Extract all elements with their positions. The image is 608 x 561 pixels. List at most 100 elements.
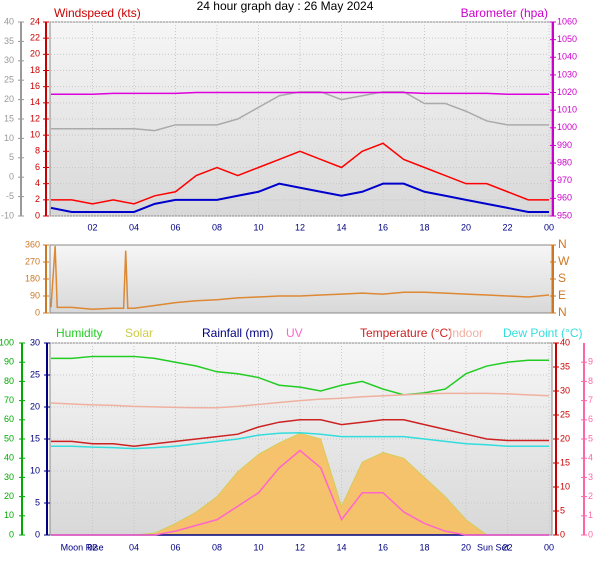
- y-tick-label: 35: [560, 361, 570, 371]
- y-tick-label: 950: [557, 210, 572, 220]
- y-tick-label: 24: [30, 16, 40, 26]
- y-tick-label: W: [558, 254, 570, 268]
- y-tick-label: 16: [30, 81, 40, 91]
- x-tick-label: 14: [336, 542, 346, 552]
- y-tick-label: 10: [4, 510, 14, 520]
- x-tick-label: 12: [295, 542, 305, 552]
- y-tick-label: 970: [557, 175, 572, 185]
- legend-label: Indoor: [449, 326, 483, 340]
- y-tick-label: 960: [557, 193, 572, 203]
- series-line: [51, 449, 549, 536]
- x-tick-label: 20: [461, 542, 471, 552]
- y-tick-label: 18: [30, 65, 40, 75]
- y-tick-label: 270: [25, 256, 40, 266]
- series-line: [51, 419, 549, 447]
- series-line: [50, 392, 550, 409]
- y-tick-label: 0: [588, 529, 593, 539]
- y-tick-label: 360: [25, 239, 40, 249]
- y-tick-label: 1060: [557, 16, 577, 26]
- y-tick-label: -10: [1, 210, 14, 220]
- y-tick-label: 1020: [557, 87, 577, 97]
- y-tick-label: 90: [30, 290, 40, 300]
- y-tick-label: 4: [35, 178, 40, 188]
- y-tick-label: 5: [588, 433, 593, 443]
- y-tick-label: 100: [0, 337, 14, 347]
- y-tick-label: -5: [6, 191, 14, 201]
- x-tick-label: 18: [419, 222, 429, 232]
- y-tick-label: 1: [588, 510, 593, 520]
- y-tick-label: 3: [588, 472, 593, 482]
- y-tick-label: 25: [30, 369, 40, 379]
- legend-label: Humidity: [56, 326, 103, 340]
- y-tick-label: 0: [9, 529, 14, 539]
- y-tick-label: 1000: [557, 122, 577, 132]
- y-tick-label: 0: [35, 307, 40, 317]
- series-line: [51, 355, 549, 396]
- y-tick-label: 0: [35, 210, 40, 220]
- y-tick-label: 180: [25, 273, 40, 283]
- y-tick-label: 20: [30, 49, 40, 59]
- y-tick-label: 10: [30, 465, 40, 475]
- y-tick-label: 20: [4, 94, 14, 104]
- y-tick-label: 30: [560, 385, 570, 395]
- y-tick-label: 70: [4, 395, 14, 405]
- y-tick-label: 30: [30, 337, 40, 347]
- legend-label: Rainfall (mm): [202, 326, 273, 340]
- y-tick-label: 40: [4, 453, 14, 463]
- x-tick-label: 10: [253, 542, 263, 552]
- annotation: Moon Rise: [61, 542, 104, 552]
- y-tick-label: 5: [560, 505, 565, 515]
- series-line: [51, 432, 549, 450]
- series-line: [50, 182, 549, 213]
- y-tick-label: 15: [30, 433, 40, 443]
- x-tick-label: 22: [502, 542, 512, 552]
- x-tick-label: 10: [253, 222, 263, 232]
- legend-label: Temperature (°C): [360, 326, 452, 340]
- y-tick-label: 1040: [557, 52, 577, 62]
- x-tick-label: 20: [461, 222, 471, 232]
- y-tick-label: 4: [588, 453, 593, 463]
- y-tick-label: 6: [35, 162, 40, 172]
- y-tick-label: 60: [4, 414, 14, 424]
- y-tick-label: 9: [588, 357, 593, 367]
- y-tick-label: 90: [4, 357, 14, 367]
- legend-label: Dew Point (°C): [503, 326, 582, 340]
- y-tick-label: 10: [4, 133, 14, 143]
- y-tick-label: 80: [4, 376, 14, 386]
- y-tick-label: 12: [30, 113, 40, 123]
- x-tick-label: 00: [544, 542, 554, 552]
- y-tick-label: 30: [4, 55, 14, 65]
- y-tick-label: 0: [560, 529, 565, 539]
- series-line: [51, 142, 549, 205]
- x-tick-label: 22: [502, 222, 512, 232]
- y-tick-label: 980: [557, 157, 572, 167]
- axis-label: Barometer (hpa): [461, 6, 548, 20]
- x-tick-label: 18: [419, 542, 429, 552]
- y-tick-label: 40: [560, 337, 570, 347]
- y-tick-label: 50: [4, 433, 14, 443]
- legend-label: UV: [286, 326, 303, 340]
- title: 24 hour graph day : 26 May 2024: [197, 0, 374, 13]
- y-tick-label: 8: [588, 376, 593, 386]
- y-tick-label: 30: [4, 472, 14, 482]
- y-tick-label: N: [558, 305, 567, 319]
- x-tick-label: 06: [170, 222, 180, 232]
- y-tick-label: 2: [35, 194, 40, 204]
- x-tick-label: 12: [295, 222, 305, 232]
- y-tick-label: 2: [588, 491, 593, 501]
- y-tick-label: 25: [4, 75, 14, 85]
- series-line: [51, 91, 549, 96]
- x-tick-label: 16: [378, 222, 388, 232]
- y-tick-label: 22: [30, 33, 40, 43]
- y-tick-label: 10: [30, 130, 40, 140]
- y-tick-label: 10: [560, 481, 570, 491]
- y-tick-label: 5: [9, 152, 14, 162]
- x-tick-label: 04: [129, 542, 139, 552]
- y-tick-label: 1050: [557, 34, 577, 44]
- y-tick-label: 14: [30, 97, 40, 107]
- plot-area: [49, 244, 553, 314]
- x-tick-label: 08: [212, 542, 222, 552]
- y-tick-label: 15: [560, 457, 570, 467]
